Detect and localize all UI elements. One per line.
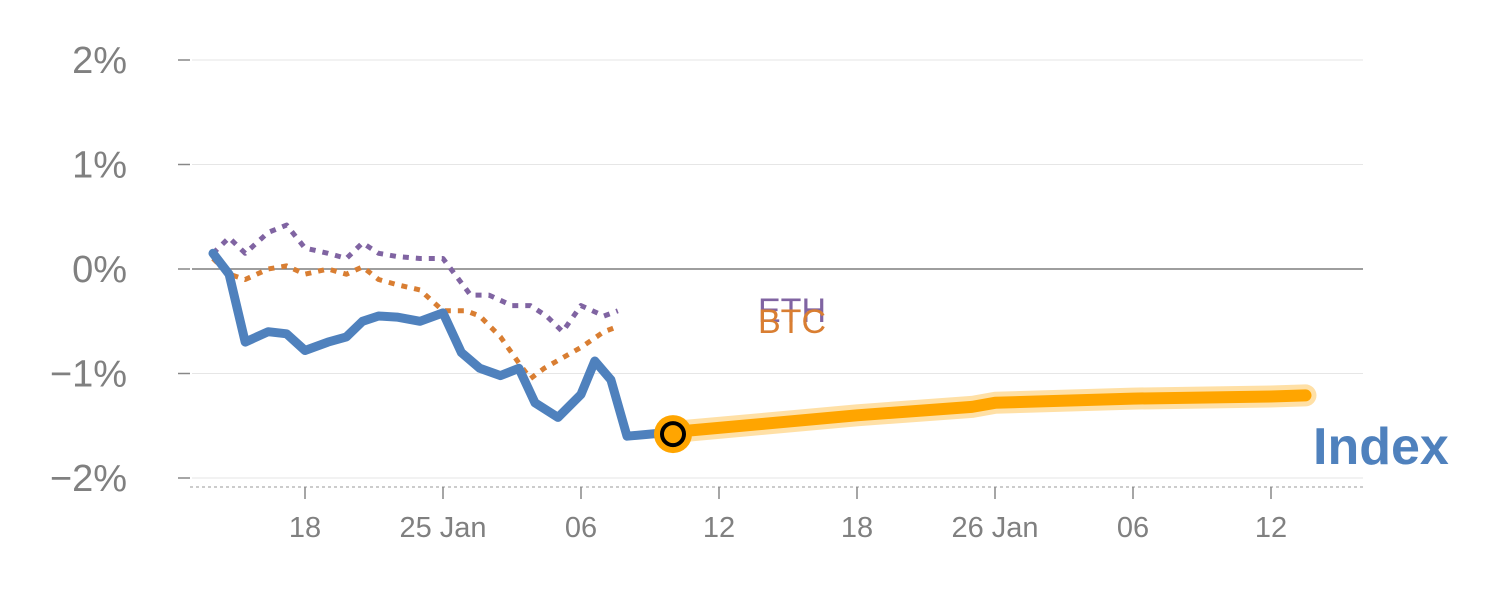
y-tick-label: 1% bbox=[72, 145, 127, 187]
series-lines bbox=[208, 222, 1317, 443]
markers bbox=[654, 415, 692, 454]
x-tick-label: 06 bbox=[1117, 512, 1149, 544]
x-tick-label: 12 bbox=[1255, 512, 1287, 544]
x-tick-label: 18 bbox=[289, 512, 321, 544]
y-tick-label: 2% bbox=[72, 40, 127, 82]
y-tick-label: −1% bbox=[50, 354, 127, 396]
x-tick-label: 26 Jan bbox=[951, 512, 1038, 544]
index-line bbox=[208, 248, 678, 441]
index-series-label: Index bbox=[1313, 418, 1449, 476]
current-point-halo bbox=[654, 415, 692, 454]
x-tick-label: 06 bbox=[565, 512, 597, 544]
x-tick-label: 18 bbox=[841, 512, 873, 544]
eth-series-label: ETH bbox=[758, 292, 826, 330]
x-axis: 18 25 Jan 06 12 18 26 Jan 06 12 bbox=[190, 486, 1363, 544]
eth-line bbox=[211, 222, 619, 335]
x-tick-label: 25 Jan bbox=[399, 512, 486, 544]
x-tick-label: 12 bbox=[703, 512, 735, 544]
current-point-marker bbox=[660, 421, 686, 448]
y-tick-label: 0% bbox=[72, 249, 127, 291]
btc-series-label: BTC bbox=[758, 303, 826, 341]
y-tick-label: −2% bbox=[50, 458, 127, 500]
forecast-line bbox=[667, 389, 1312, 438]
gridlines bbox=[192, 59, 1363, 479]
y-axis-ticks: 2% 1% 0% −1% −2% bbox=[50, 40, 190, 500]
